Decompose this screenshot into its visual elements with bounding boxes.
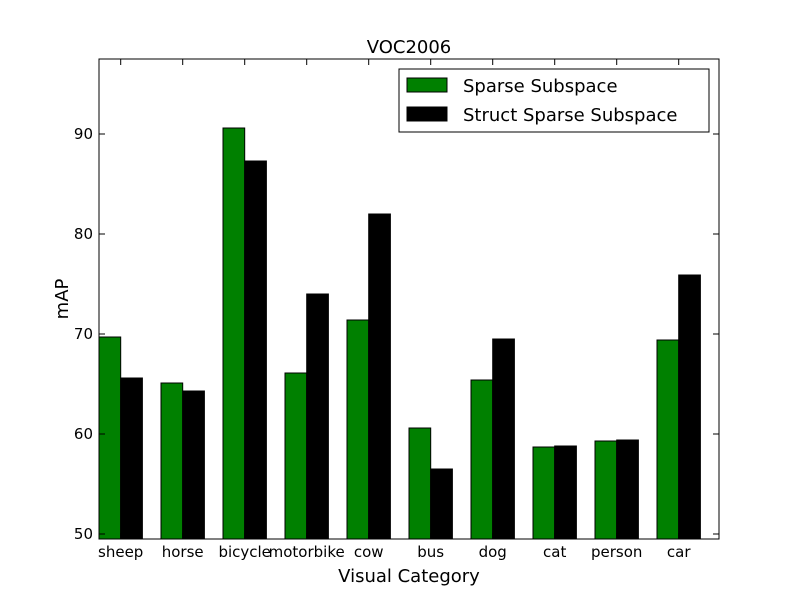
plot-frame bbox=[98, 58, 720, 540]
x-tick-label-cow: cow bbox=[354, 543, 384, 561]
legend: Sparse Subspace Struct Sparse Subspace bbox=[398, 68, 710, 133]
x-tick-label-cat: cat bbox=[543, 543, 566, 561]
y-tick-label-50: 50 bbox=[74, 525, 93, 543]
y-axis-title: mAP bbox=[52, 279, 73, 320]
bar-struct-sparse-subspace-cow bbox=[368, 213, 391, 540]
x-tick-label-dog: dog bbox=[479, 543, 507, 561]
y-tick-label-90: 90 bbox=[74, 125, 93, 143]
bar-struct-sparse-subspace-bicycle bbox=[244, 160, 267, 540]
x-tick-label-person: person bbox=[591, 543, 642, 561]
x-tick-label-horse: horse bbox=[162, 543, 204, 561]
bar-sparse-subspace-motorbike bbox=[284, 372, 308, 540]
legend-frame bbox=[398, 68, 710, 133]
bar-struct-sparse-subspace-cat bbox=[554, 445, 577, 540]
y-axis: 50 60 70 80 90 bbox=[74, 125, 719, 543]
legend-label-sparse-subspace: Sparse Subspace bbox=[463, 76, 618, 97]
chart-title: VOC2006 bbox=[367, 37, 452, 58]
legend-swatch-sparse-subspace bbox=[406, 77, 448, 93]
bar-sparse-subspace-dog bbox=[470, 379, 494, 540]
bar-sparse-subspace-bicycle bbox=[222, 127, 246, 540]
x-axis-title: Visual Category bbox=[338, 566, 480, 587]
bar-struct-sparse-subspace-car bbox=[678, 274, 701, 540]
bar-sparse-subspace-cow bbox=[346, 319, 370, 540]
bars-group bbox=[98, 127, 701, 540]
x-tick-label-car: car bbox=[667, 543, 691, 561]
bar-sparse-subspace-sheep bbox=[98, 336, 122, 540]
bar-struct-sparse-subspace-dog bbox=[492, 338, 515, 540]
y-tick-label-80: 80 bbox=[74, 225, 93, 243]
bar-struct-sparse-subspace-horse bbox=[182, 390, 205, 540]
legend-swatch-struct-sparse-subspace bbox=[406, 106, 448, 122]
bar-struct-sparse-subspace-sheep bbox=[120, 377, 143, 540]
legend-label-struct-sparse-subspace: Struct Sparse Subspace bbox=[463, 105, 678, 126]
bar-struct-sparse-subspace-person bbox=[616, 439, 639, 540]
x-tick-label-bus: bus bbox=[417, 543, 444, 561]
bar-struct-sparse-subspace-bus bbox=[430, 468, 453, 540]
bar-sparse-subspace-horse bbox=[160, 382, 184, 540]
y-tick-label-60: 60 bbox=[74, 425, 93, 443]
bar-sparse-subspace-cat bbox=[532, 446, 556, 540]
x-tick-label-motorbike: motorbike bbox=[269, 543, 345, 561]
bar-sparse-subspace-bus bbox=[408, 427, 432, 540]
bar-struct-sparse-subspace-motorbike bbox=[306, 293, 329, 540]
bar-sparse-subspace-person bbox=[594, 440, 618, 540]
y-tick-label-70: 70 bbox=[74, 325, 93, 343]
x-tick-label-sheep: sheep bbox=[98, 543, 143, 561]
x-tick-label-bicycle: bicycle bbox=[218, 543, 270, 561]
bar-sparse-subspace-car bbox=[656, 339, 680, 540]
